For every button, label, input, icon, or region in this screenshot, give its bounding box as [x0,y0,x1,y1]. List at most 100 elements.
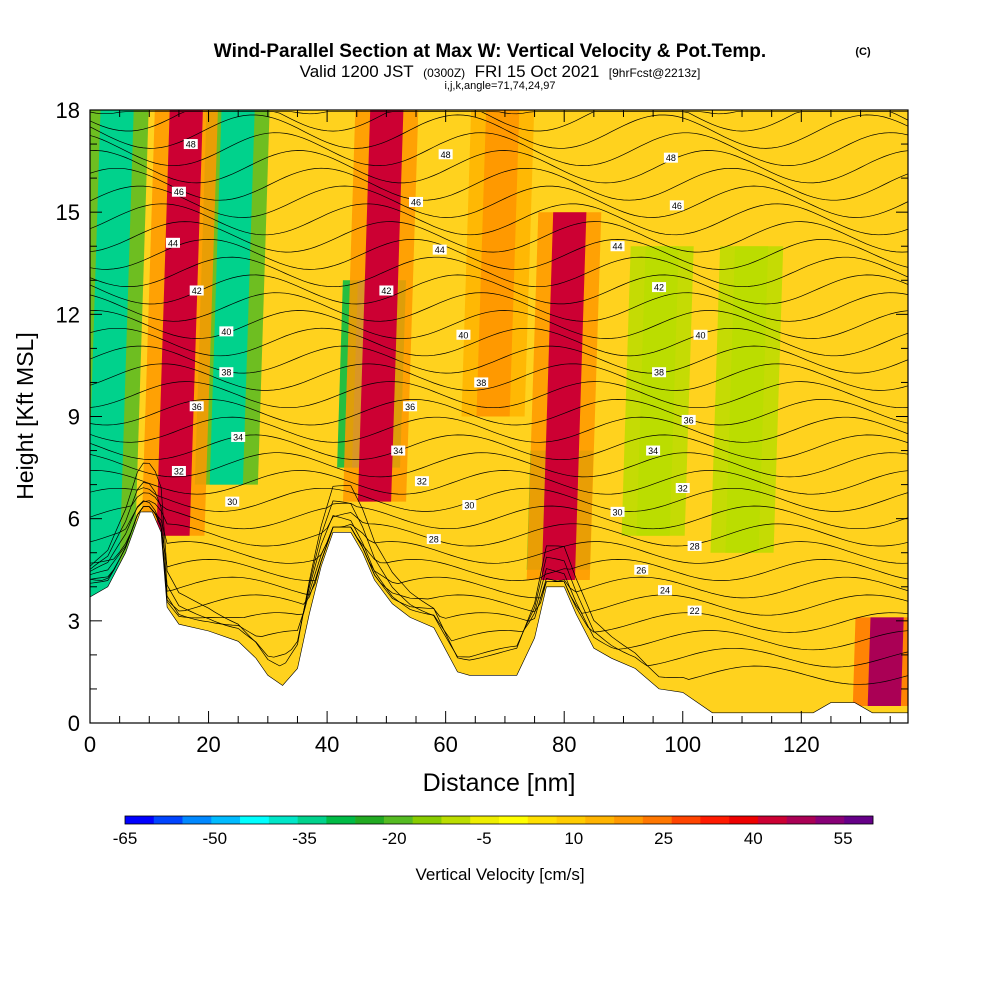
isentrope-label-bg [414,476,429,487]
x-tick-label: 40 [315,732,339,757]
isentrope-line [90,256,908,288]
isentrope-label: 30 [613,507,623,517]
isentrope-label: 46 [672,201,682,211]
isentrope-line [90,492,908,530]
y-tick-label: 9 [68,405,80,430]
terrain-mask [90,511,908,723]
isentrope-label-bg [687,605,702,616]
isentrope-label-bg [610,241,625,252]
isentrope-label: 42 [192,286,202,296]
y-tick-label: 18 [56,98,80,123]
subtitle-forecast: [9hrFcst@2213z] [609,66,701,80]
isentrope-label: 36 [192,402,202,412]
isentrope-label-bg [438,149,453,160]
isentrope-label: 38 [476,378,486,388]
isentrope-label: 40 [696,330,706,340]
isentrope-line [90,363,908,391]
colorbar-tick-label: 40 [744,829,763,848]
colorbar-frame [124,815,874,825]
colorbar-swatch [585,816,615,824]
colorbar-swatch [182,816,212,824]
isentrope-line [90,292,908,322]
subtitle-date: FRI 15 Oct 2021 [475,62,600,81]
colorbar-swatch [671,816,701,824]
colorbar-tick-label: -5 [476,829,491,848]
isentrope-label-bg [693,329,708,340]
isentrope-label-bg [675,483,690,494]
colorbar-tick-label: 55 [834,829,853,848]
colorbar-swatch [326,816,356,824]
isentrope-line [90,482,908,668]
isentrope-label: 46 [174,187,184,197]
y-tick-label: 3 [68,609,80,634]
isentrope-label: 40 [221,327,231,337]
colorbar-swatch [355,816,385,824]
isentrope-label-bg [391,445,406,456]
isentrope-label-bg [634,564,649,575]
isentrope-label: 40 [458,330,468,340]
isentrope-label: 48 [441,150,451,160]
isentrope-label-bg [456,329,471,340]
isentrope-label: 38 [221,368,231,378]
isentrope-line [90,399,908,426]
isentrope-label: 34 [233,432,243,442]
isentrope-label: 32 [678,484,688,494]
updraft-column-3 [476,110,520,417]
x-tick-label: 80 [552,732,576,757]
isentrope-label: 44 [435,245,445,255]
colorbar-swatch [815,816,845,824]
colorbar-swatch [268,816,298,824]
isentrope-label-bg [189,285,204,296]
isentrope-line [90,487,908,512]
colorbar-tick-label: 25 [654,829,673,848]
isentrope-labels: 48 48 48 46 46 46 44 44 44 42 42 42 40 40 40 38 38 38 36 36… [165,139,708,616]
downdraft-column-4 [636,246,679,536]
colorbar-swatch [412,816,442,824]
isentrope-label-bg [189,401,204,412]
isentrope-line [90,132,908,167]
colorbar-tick-label: 10 [564,829,583,848]
isentrope-label-bg [225,496,240,507]
copyright-mark: (C) [855,46,871,58]
isentrope-label-bg [426,534,441,545]
y-tick-label: 15 [56,200,80,225]
isentrope-label-bg [409,196,424,207]
isentrope-line [90,434,908,460]
isentrope-line [90,167,908,201]
isentrope-label-bg [657,585,672,596]
isentrope-label: 48 [666,153,676,163]
isentrope-line [90,506,908,564]
chart-params: i,j,k,angle=71,74,24,97 [444,80,555,92]
isentrope-label: 38 [654,368,664,378]
isentrope-label-bg [652,282,667,293]
x-tick-label: 60 [433,732,457,757]
isentrope-line [90,381,908,409]
isentrope-label-bg [681,414,696,425]
isentrope-line [90,203,908,236]
isentrope-line [90,470,908,495]
downdraft-column-5 [725,246,769,553]
isentrope-label-bg [652,367,667,378]
colorbar-swatch [786,816,816,824]
colorbar-swatch [499,816,529,824]
isentrope-label-bg [432,244,447,255]
colorbar-swatch [153,816,183,824]
isentrope-line [90,416,908,443]
isentrope-label: 36 [684,415,694,425]
chart-subtitle: Valid 1200 JST (0300Z) FRI 15 Oct 2021 [… [300,62,701,81]
isentrope-label-bg [663,152,678,163]
updraft-column-0 [156,110,203,536]
isentrope-label: 26 [636,565,646,575]
colorbar-swatch [642,816,672,824]
isentrope-line [90,274,908,305]
colorbar-swatch [470,816,500,824]
isentrope-label-bg [646,445,661,456]
colorbar-tick-label: -65 [113,829,138,848]
colorbar-swatch [757,816,787,824]
updraft-column-2 [541,212,587,580]
plot-area: 48 48 48 46 46 46 44 44 44 42 42 42 40 40 40 38 38 38 36 36… [90,110,908,723]
isentrope-label-bg [379,285,394,296]
isentrope-line [90,506,908,599]
isentrope-label: 44 [613,242,623,252]
